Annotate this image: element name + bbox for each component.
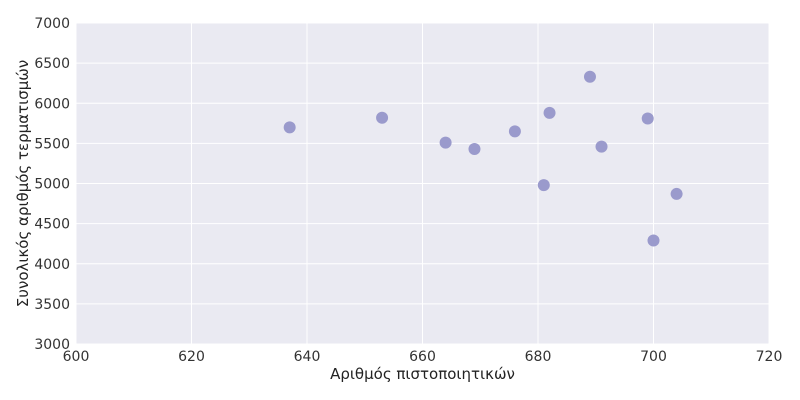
- data-point: [647, 234, 660, 247]
- x-axis-ticks: 600 620 640 660 680 700 720: [63, 349, 783, 365]
- data-point: [641, 112, 654, 125]
- x-tick-label: 660: [409, 349, 436, 365]
- x-tick-label: 600: [63, 349, 90, 365]
- data-point: [537, 179, 550, 192]
- y-tick-label: 5500: [34, 136, 70, 152]
- data-point: [376, 111, 389, 124]
- y-tick-label: 6500: [34, 56, 70, 72]
- x-tick-label: 640: [294, 349, 321, 365]
- data-point: [543, 106, 556, 119]
- x-tick-label: 680: [525, 349, 552, 365]
- x-tick-label: 720: [756, 349, 783, 365]
- data-point: [468, 142, 481, 155]
- data-point: [283, 121, 296, 134]
- y-axis-label: Συνολικός αριθμός τερματισμών: [14, 60, 32, 307]
- x-tick-label: 620: [178, 349, 205, 365]
- y-tick-label: 3000: [34, 337, 70, 353]
- y-axis-ticks: 3000 3500 4000 4500 5000 5500 6000 6500 7000: [34, 16, 70, 353]
- data-point: [508, 125, 521, 138]
- data-point: [583, 70, 596, 83]
- x-tick-label: 700: [640, 349, 667, 365]
- data-point: [670, 187, 683, 200]
- data-point: [439, 136, 452, 149]
- y-tick-label: 6000: [34, 96, 70, 112]
- y-tick-label: 4500: [34, 217, 70, 233]
- y-tick-label: 5000: [34, 177, 70, 193]
- grid-lines: [75, 22, 770, 345]
- y-tick-label: 4000: [34, 257, 70, 273]
- data-point: [595, 140, 608, 153]
- y-tick-label: 3500: [34, 297, 70, 313]
- data-points: [283, 70, 683, 247]
- x-axis-label: Αριθμός πιστοποιητικών: [330, 365, 515, 383]
- y-tick-label: 7000: [34, 16, 70, 32]
